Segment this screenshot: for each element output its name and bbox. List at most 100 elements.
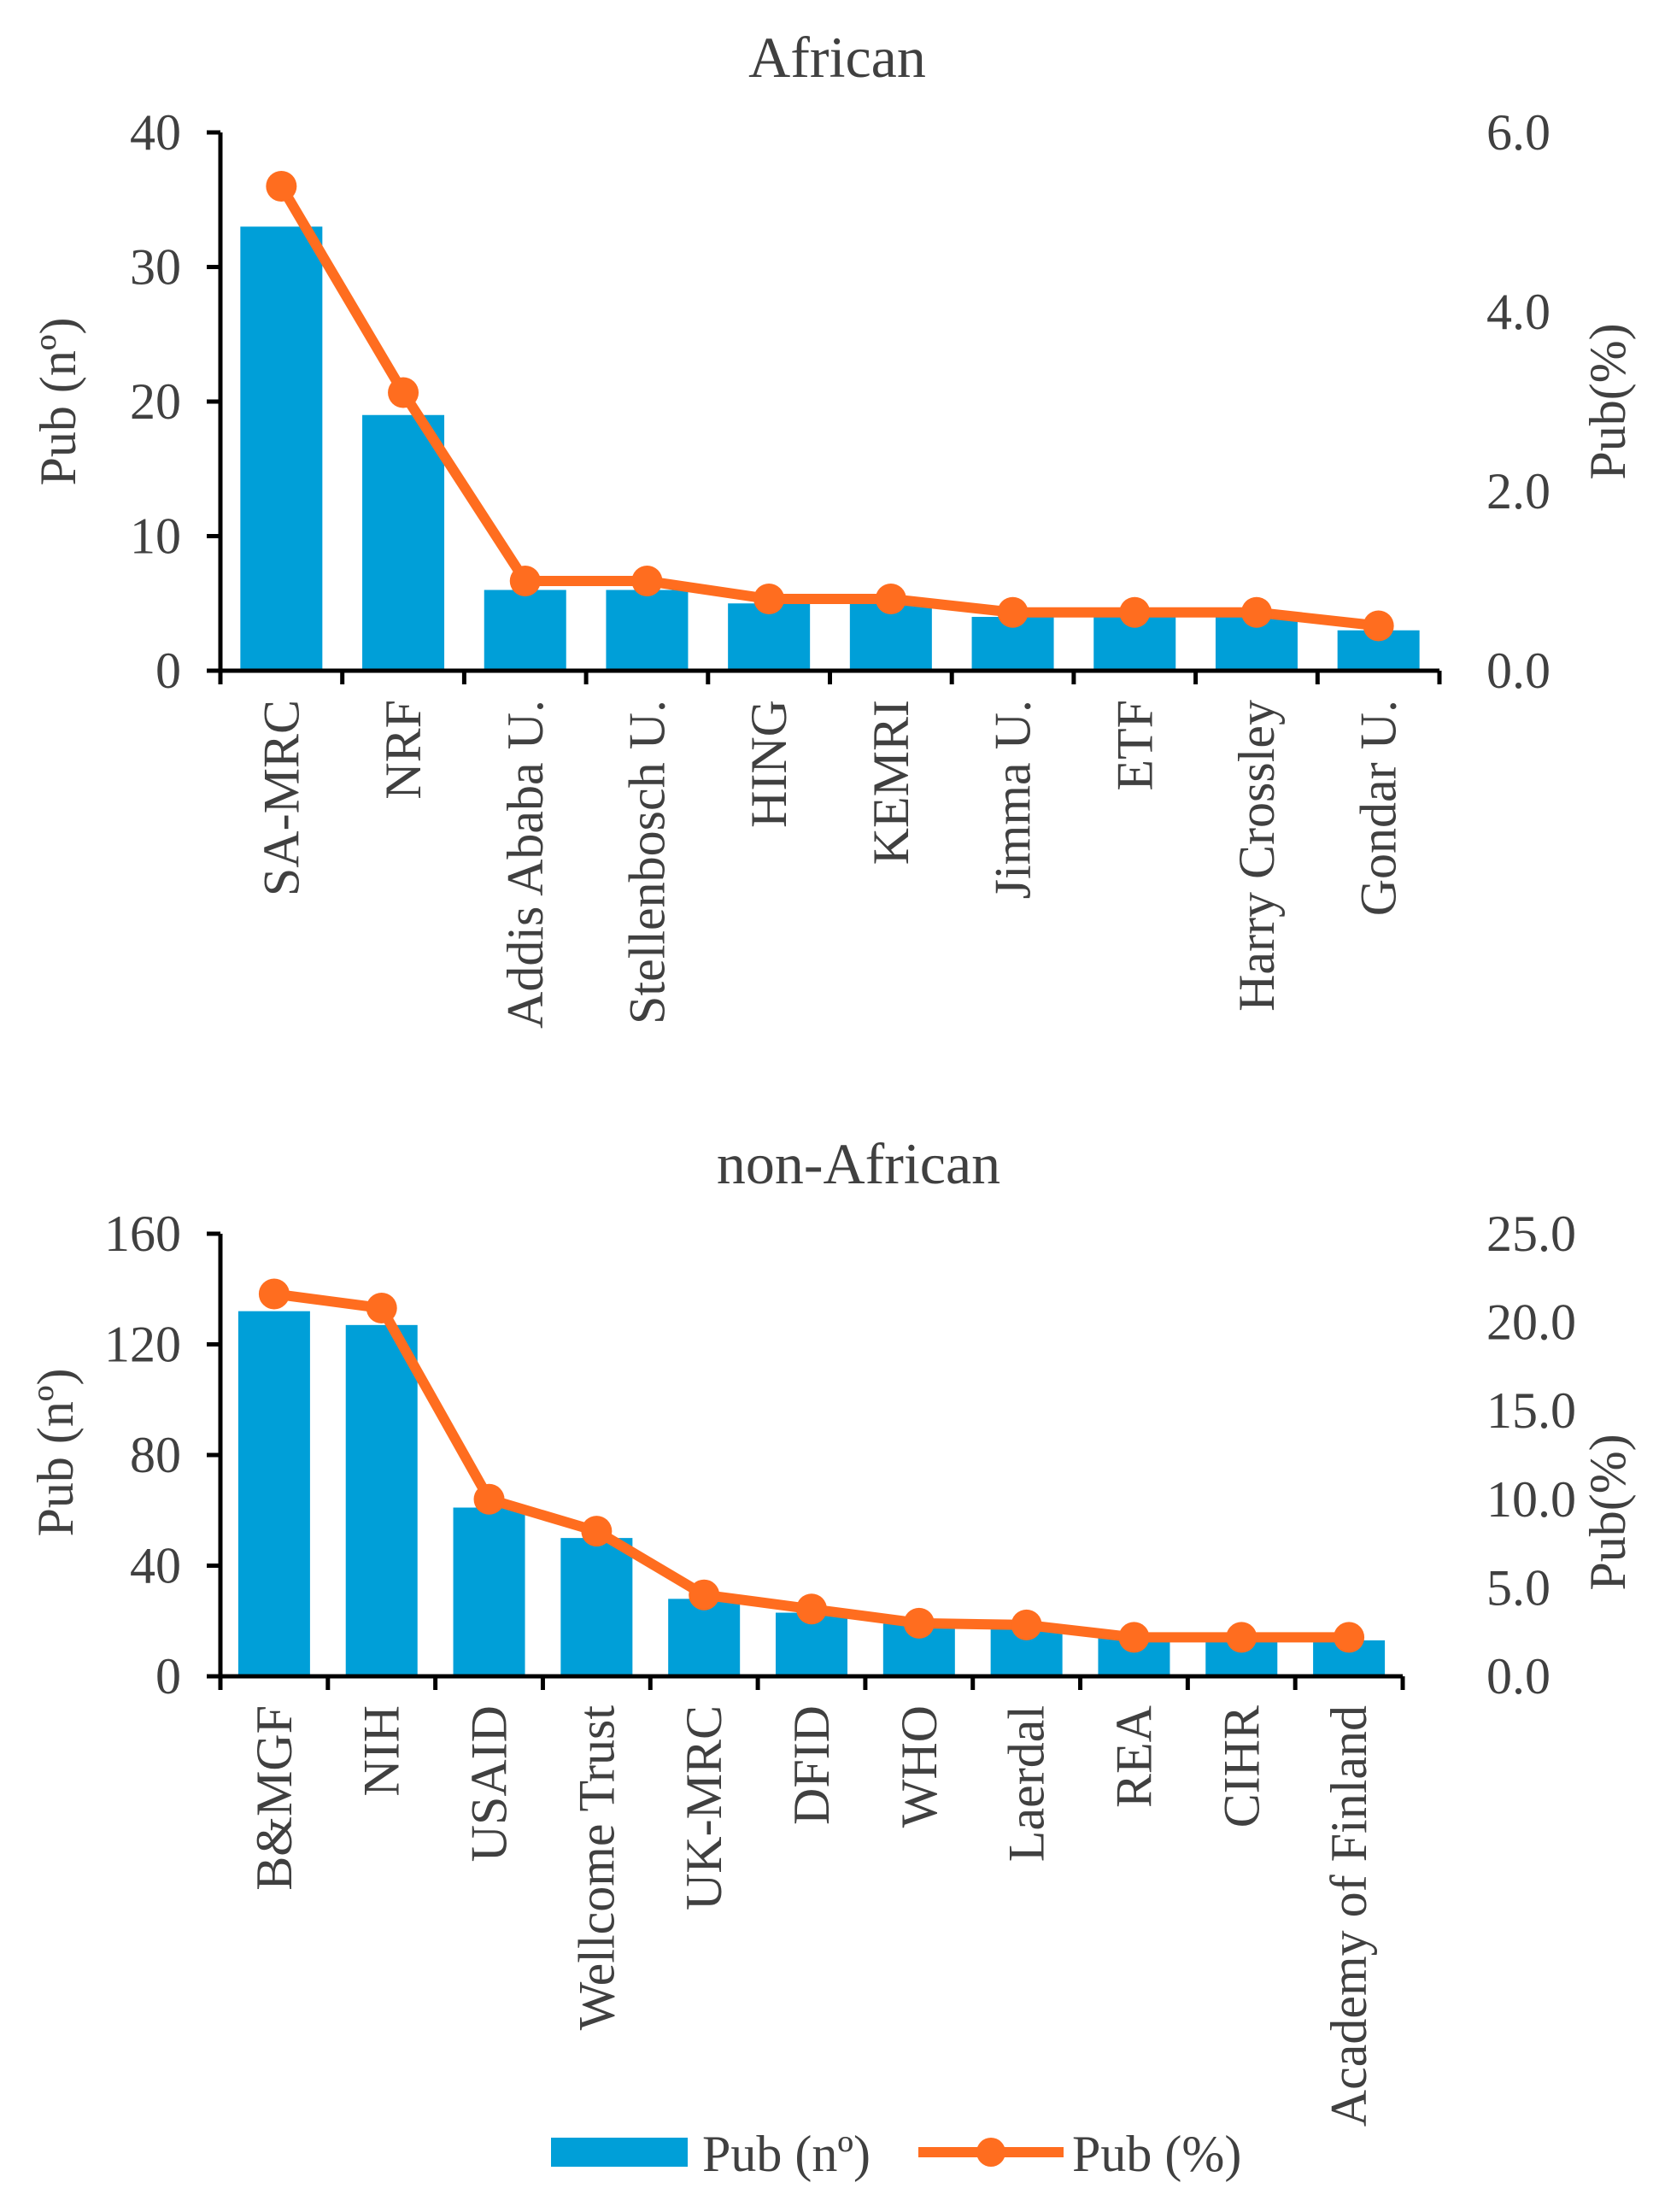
x-category-label: WHO [891,1705,947,1828]
bar [560,1538,633,1676]
x-ticks [218,671,1442,684]
legend-label-count: Pub (nº) [702,2126,871,2182]
x-category-label: Wellcome Trust [568,1705,624,2031]
series-point [1363,610,1394,642]
x-category-label: UK-MRC [676,1705,732,1910]
bars [240,226,1420,671]
x-category-label: Gondar U. [1351,700,1407,916]
x-labels: SA-MRC NRF Addis Ababa U. Stellenbosch U. HI… [253,700,1406,1029]
y-tick-label: 160 [104,1206,181,1262]
y2-tick-label: 15.0 [1486,1382,1576,1439]
chart-african: African Pub (nº) Pub(%) 0 10 20 30 40 0.0 2.0… [30,25,1636,1029]
series-point [689,1579,720,1611]
series-point [1118,1622,1150,1653]
x-category-label: DFID [783,1705,840,1825]
y-axis-title: Pub (nº) [27,1369,84,1537]
x-category-label: Addis Ababa U. [497,700,554,1029]
series-point [1334,1622,1365,1653]
x-category-label: Laerdal [999,1705,1055,1862]
bar [362,414,445,671]
y2-tick-label: 2.0 [1486,463,1551,519]
y-tick-label: 40 [130,104,181,161]
y2-tick-label: 0.0 [1486,1648,1551,1704]
series-point [388,377,419,408]
x-category-label: SA-MRC [253,700,309,896]
legend: Pub (nº) Pub (%) [551,2126,1241,2182]
x-category-label: NRF [375,700,431,800]
x-labels: B&MGF NIH USAID Wellcome Trust UK-MRC DFID WHO… [246,1705,1377,2127]
bars [237,1311,1386,1676]
series-line-path [273,1288,1350,1643]
series-point [796,1593,827,1625]
series-point [1119,596,1151,628]
y-tick-label: 0 [155,642,181,699]
y-tick-label: 40 [130,1538,181,1594]
y2-axis-title: Pub(%) [1580,1434,1636,1590]
x-category-label: Academy of Finland [1321,1705,1377,2127]
y2-tick-label: 6.0 [1486,104,1551,161]
series-point [509,566,541,596]
series-point [258,1278,290,1310]
y2-ticks: 0.0 5.0 10.0 15.0 20.0 25.0 [1486,1206,1576,1704]
x-category-label: Harry Crossley [1228,700,1285,1012]
x-category-label: Stellenbosch U. [618,700,675,1024]
y2-tick-label: 0.0 [1486,642,1551,699]
x-category-label: KEMRI [863,700,919,865]
bar [237,1311,310,1676]
x-ticks [218,1676,1405,1690]
x-category-label: HING [741,700,797,828]
bar [484,590,566,671]
series-point [903,1607,935,1639]
y2-axis-title: Pub(%) [1580,323,1636,479]
bar [240,226,323,671]
legend-line-marker [976,2138,1005,2167]
series-point [581,1516,613,1547]
series-point [997,596,1029,628]
bar [345,1324,418,1676]
y2-tick-label: 5.0 [1486,1559,1551,1616]
y-axis-title: Pub (nº) [30,318,86,486]
bar [728,603,811,671]
series-point [1226,1622,1257,1653]
legend-label-percent: Pub (%) [1072,2126,1241,2182]
x-category-label: REA [1105,1705,1162,1808]
y2-tick-label: 4.0 [1486,284,1551,340]
x-category-label: USAID [461,1705,518,1862]
bar [849,603,932,671]
series-point [473,1483,505,1515]
y-tick-label: 0 [155,1648,181,1704]
chart-non-african: non-African Pub (nº) Pub(%) 04080120160 … [27,1131,1636,2127]
y-ticks: 0 40 80 120 160 [104,1206,220,1704]
series-point [1011,1609,1042,1640]
y2-tick-label: 10.0 [1486,1471,1576,1528]
series-point [753,584,785,614]
chart-title: African [748,25,926,90]
legend-bar-swatch [551,2138,688,2167]
chart-title: non-African [717,1131,1000,1196]
series-point [631,566,663,596]
x-category-label: CIHR [1213,1705,1269,1828]
x-category-label: NIH [354,1705,410,1797]
y-tick-label: 80 [130,1427,181,1483]
y-tick-label: 30 [130,239,181,296]
y2-tick-label: 25.0 [1486,1206,1576,1262]
series-point [1240,596,1272,628]
y2-ticks: 0.0 2.0 4.0 6.0 [1486,104,1551,699]
y2-tick-label: 20.0 [1486,1294,1576,1351]
series-line-path [277,183,1380,631]
bar [668,1599,741,1676]
y-tick-label: 10 [130,508,181,565]
series-point [266,171,297,202]
series-point [875,584,906,614]
y-ticks: 0 10 20 30 40 [130,104,220,699]
x-category-label: ETF [1106,700,1163,791]
x-category-label: Jimma U. [985,700,1041,899]
bar [453,1507,525,1676]
y-tick-label: 20 [130,373,181,430]
series-line [266,171,1394,642]
bar [606,590,689,671]
series-point [366,1293,397,1324]
x-category-label: B&MGF [246,1705,302,1891]
y-tick-label: 120 [104,1317,181,1373]
